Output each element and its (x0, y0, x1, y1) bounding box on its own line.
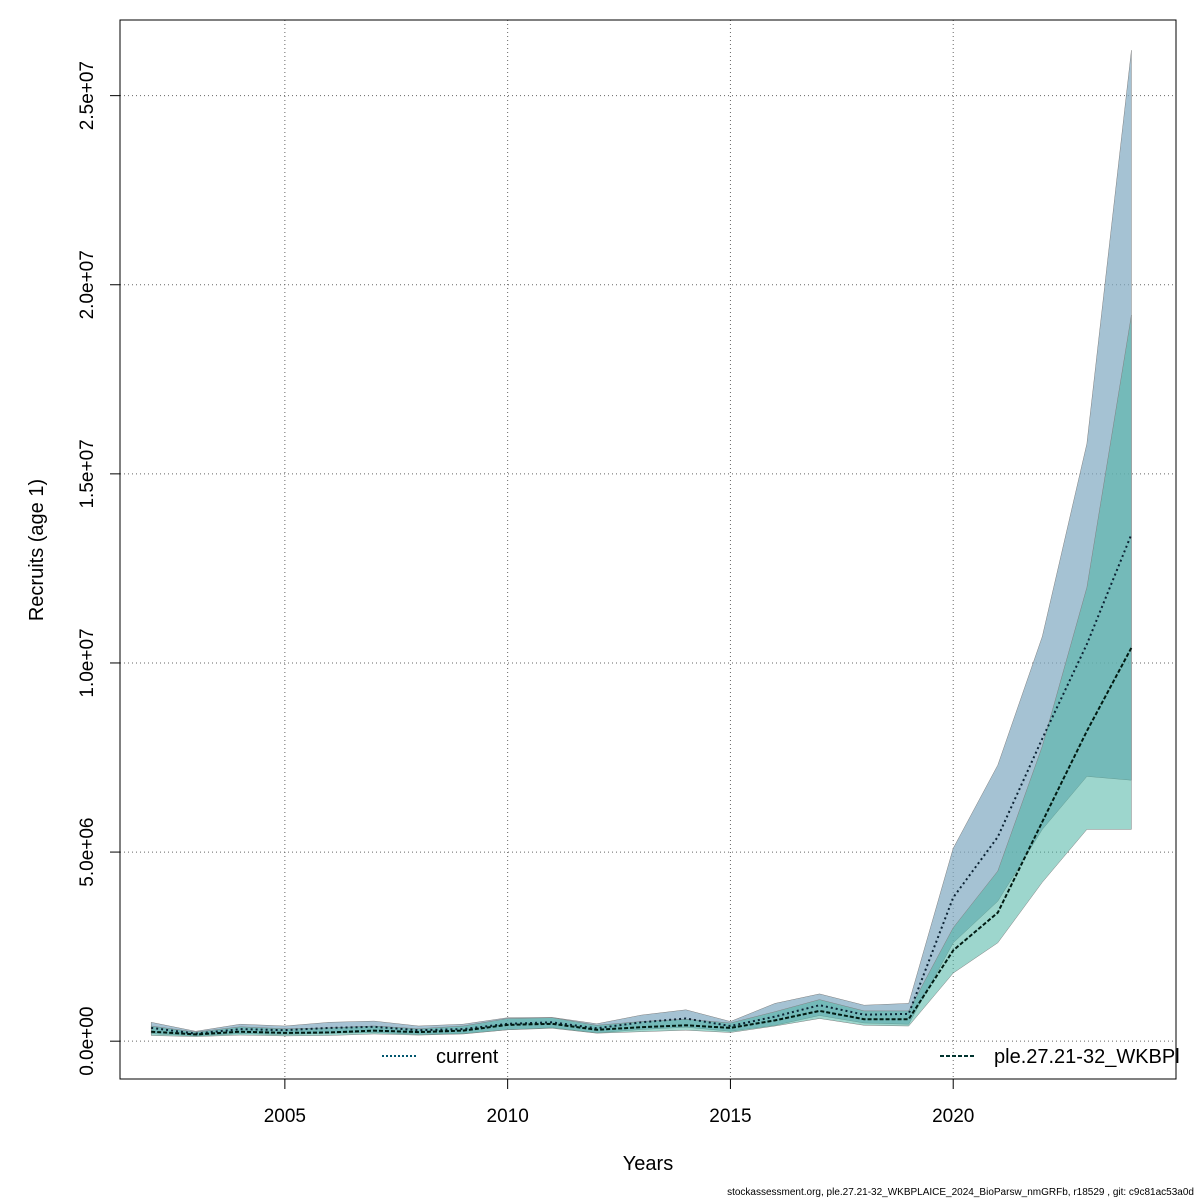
x-axis-title: Years (623, 1153, 673, 1175)
x-tick-label: 2010 (487, 1106, 529, 1127)
y-axis: 0.0e+00 5.0e+06 1.0e+07 1.5e+07 2.0e+07 2.5e+… (77, 61, 120, 1076)
footer-caption: stockassessment.org, ple.27.21-32_WKBPLA… (727, 1187, 1194, 1198)
y-axis-title: Recruits (age 1) (26, 479, 48, 621)
x-axis: 2005 2010 2015 2020 (264, 1079, 974, 1127)
y-tick-label: 2.0e+07 (77, 250, 98, 319)
plot-frame (119, 19, 1177, 1080)
confidence-bands (150, 50, 1132, 1037)
y-tick-label: 0.0e+00 (77, 1007, 98, 1076)
series-lines (151, 534, 1133, 1036)
x-tick-label: 2020 (932, 1106, 974, 1127)
y-tick-label: 2.5e+07 (77, 61, 98, 130)
legend-label-series-2: ple.27.21-32_WKBPl (994, 1046, 1180, 1068)
legend-label-series-1: current (436, 1046, 499, 1068)
y-tick-label: 1.5e+07 (77, 439, 98, 508)
confidence-band-series-2 (150, 314, 1132, 1037)
y-tick-label: 1.0e+07 (77, 628, 98, 697)
line-series-2 (151, 647, 1133, 1036)
x-tick-label: 2005 (264, 1106, 306, 1127)
y-tick-label: 5.0e+06 (77, 817, 98, 886)
x-tick-label: 2015 (709, 1106, 751, 1127)
legend: current ple.27.21-32_WKBPl (382, 1046, 1180, 1068)
